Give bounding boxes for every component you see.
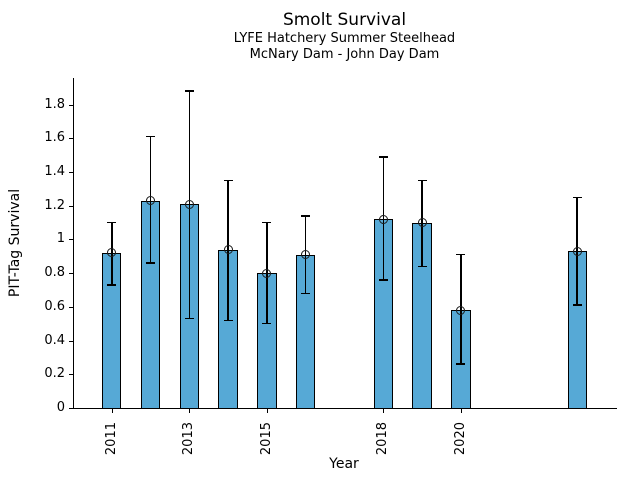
data-point-marker [184, 199, 194, 209]
y-tick-label: 0.2 [44, 366, 65, 382]
y-tick-label: 0.8 [44, 265, 65, 281]
error-bar-cap-bottom [107, 284, 117, 286]
data-point-marker [223, 245, 233, 255]
y-tick-label: 0.4 [44, 332, 65, 348]
error-bar-cap-bottom [301, 292, 311, 295]
x-tick-mark [266, 409, 268, 413]
error-bar-cap-top [417, 179, 427, 182]
error-bar-cap-top [572, 196, 582, 199]
x-tick-mark [111, 409, 113, 413]
data-point-marker [378, 214, 388, 224]
data-point-marker [301, 250, 311, 260]
plot-area [73, 78, 617, 409]
y-tick-mark [69, 239, 73, 241]
y-tick-mark [69, 340, 73, 342]
y-tick-mark [69, 172, 73, 174]
y-tick-label: 1.4 [44, 164, 65, 180]
y-tick-mark [69, 374, 73, 376]
error-bar-cap-bottom [378, 279, 388, 281]
x-tick-mark [189, 409, 191, 413]
y-tick-mark [69, 138, 73, 140]
x-tick-mark [460, 409, 462, 413]
error-bar-cap-top [262, 221, 272, 224]
error-bar-cap-bottom [456, 363, 466, 365]
error-bar-cap-top [107, 221, 117, 224]
x-tick-label: 2011 [103, 422, 119, 456]
error-bar-cap-bottom [262, 322, 272, 325]
error-bar-cap-top [184, 90, 194, 92]
x-axis-label: Year [329, 456, 359, 472]
data-point-marker [572, 246, 582, 256]
error-bar-cap-top [301, 215, 311, 217]
error-bar-cap-bottom [417, 265, 427, 268]
error-bar-cap-top [456, 253, 466, 256]
y-tick-label: 0 [56, 400, 65, 415]
y-tick-mark [69, 306, 73, 308]
y-tick-label: 1.2 [44, 197, 65, 213]
x-tick-label: 2015 [258, 422, 274, 456]
chart-title: Smolt Survival [282, 10, 407, 30]
y-tick-label: 0.6 [44, 298, 65, 314]
error-bar-cap-top [378, 156, 388, 158]
data-point-marker [146, 196, 156, 206]
y-tick-mark [69, 408, 73, 409]
y-tick-label: 1.8 [44, 96, 65, 112]
data-point-marker [107, 248, 117, 258]
error-bar-cap-bottom [572, 304, 582, 306]
x-tick-label: 2013 [181, 422, 197, 456]
error-bar-cap-bottom [146, 262, 156, 264]
y-tick-mark [69, 104, 73, 106]
y-tick-label: 1.6 [44, 130, 65, 146]
x-tick-mark [383, 409, 385, 413]
chart-subtitle-line1: LYFE Hatchery Summer Steelhead [233, 31, 456, 46]
x-tick-label: 2020 [452, 422, 468, 456]
error-bar-cap-top [146, 135, 156, 138]
error-bar-cap-bottom [223, 319, 233, 322]
x-tick-label: 2018 [375, 422, 391, 456]
y-tick-label: 1 [56, 231, 65, 247]
error-bar-cap-top [223, 179, 233, 182]
chart-subtitle-line2: McNary Dam - John Day Dam [249, 47, 440, 62]
data-point-marker [456, 305, 466, 315]
y-tick-mark [69, 205, 73, 207]
y-tick-mark [69, 273, 73, 275]
data-point-marker [417, 218, 427, 228]
error-bar-cap-bottom [184, 317, 194, 320]
data-point-marker [262, 268, 272, 278]
